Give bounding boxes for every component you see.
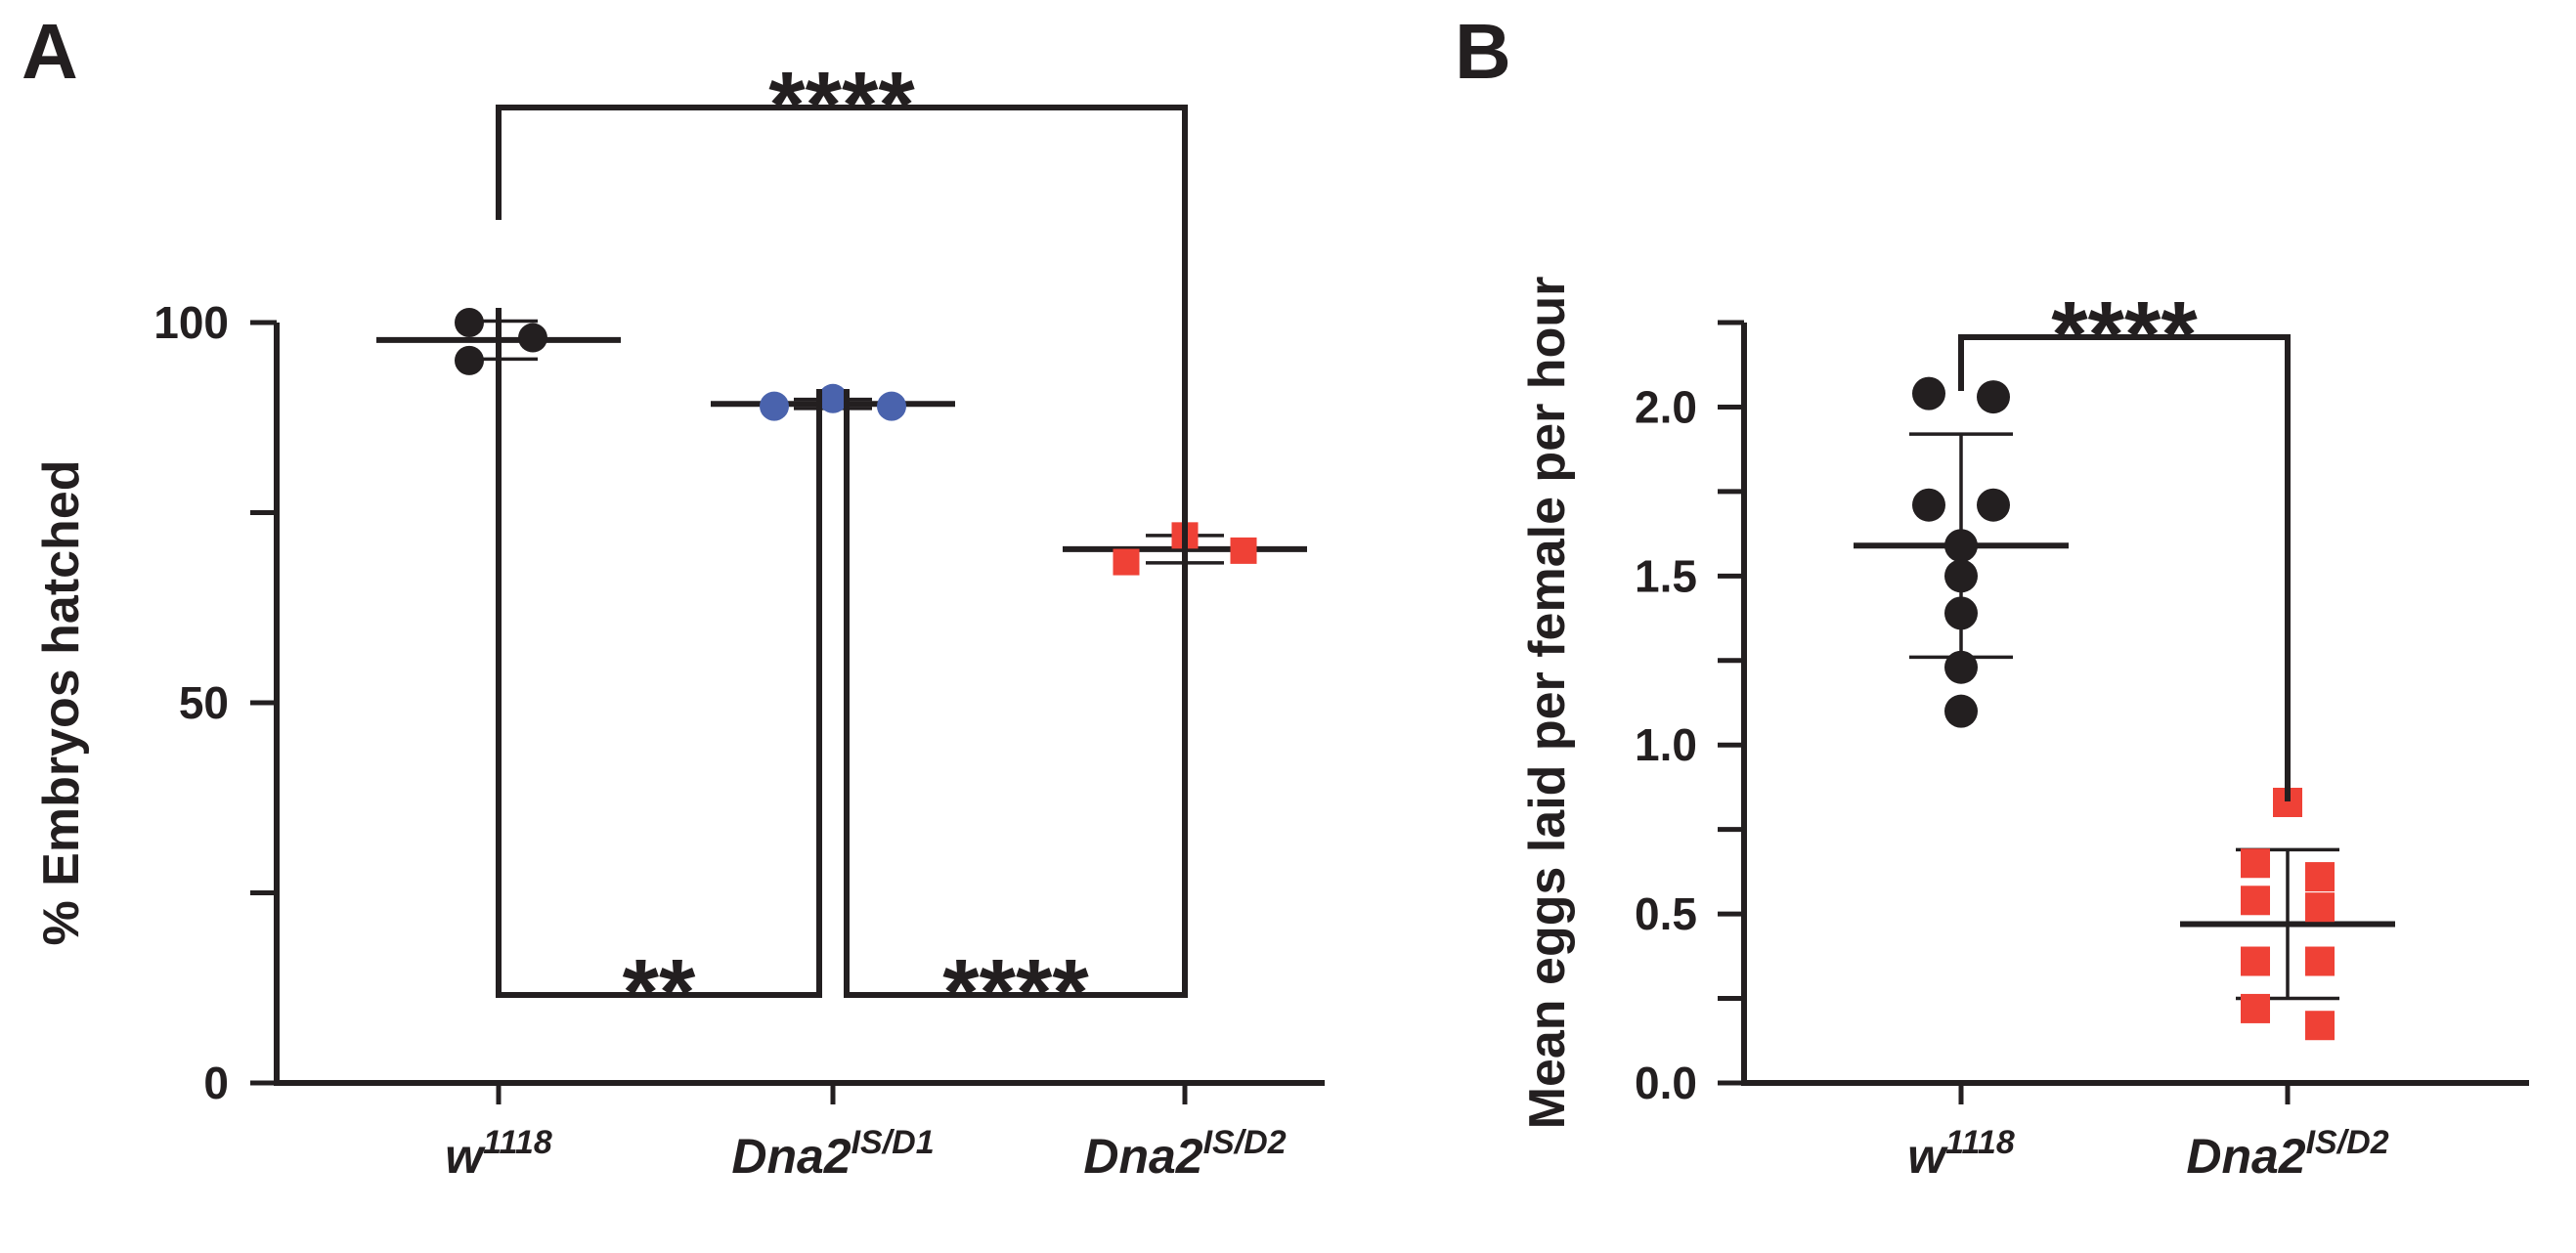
panel-a-y-axis-title: % Embryos hatched xyxy=(33,459,90,945)
panel-b-y-tick-label: 1.5 xyxy=(1635,550,1697,601)
panel-b-significance-label: **** xyxy=(2051,282,2198,387)
panel-b-y-tick-label: 0.0 xyxy=(1635,1058,1697,1108)
panel-b-data-point xyxy=(2241,993,2270,1023)
panel-b-letter: B xyxy=(1455,8,1511,95)
panel-b-category-label: w1118 xyxy=(1907,1124,2015,1184)
panel-a-data-point xyxy=(518,323,547,353)
panel-a-significance-bracket xyxy=(844,389,1188,998)
panel-b-significance-bracket xyxy=(1958,334,2291,801)
panel-b-data-point xyxy=(1944,559,1978,593)
panel-a-chart: A 0 50 100 % Embryos hatched w1118 Dna2IS/D1 Dn… xyxy=(22,8,1325,1184)
panel-b-data-point xyxy=(2241,946,2270,976)
panel-b-data-point xyxy=(2305,892,2335,923)
panel-b-y-tick-label: 2.0 xyxy=(1635,381,1697,432)
panel-b-data-point xyxy=(1977,488,2010,522)
panel-b-y-axis-title: Mean eggs laid per female per hour xyxy=(1519,277,1576,1130)
panel-a-data-point xyxy=(877,391,906,421)
panel-a-data-point xyxy=(760,391,789,421)
panel-a-y-tick-label: 50 xyxy=(179,677,229,728)
panel-a-significance-label: **** xyxy=(942,940,1089,1045)
panel-b-data-point xyxy=(2241,886,2270,916)
panel-a-data-point xyxy=(1113,548,1140,576)
panel-a-y-tick-label: 100 xyxy=(153,297,229,348)
panel-a-category-label: Dna2IS/D1 xyxy=(731,1124,934,1184)
panel-a-data-point xyxy=(455,345,484,375)
panel-a-data-point xyxy=(818,383,848,413)
panel-b-data-point xyxy=(1977,380,2010,414)
panel-b-data-point xyxy=(1944,694,1978,728)
panel-b-data-point xyxy=(2241,848,2270,879)
panel-b-y-tick-label: 1.0 xyxy=(1635,719,1697,770)
panel-a-significance-label: ** xyxy=(623,940,696,1045)
panel-b-data-point xyxy=(1912,488,1945,522)
panel-a-category-label: Dna2IS/D2 xyxy=(1083,1124,1286,1184)
panel-b-data-point xyxy=(2305,1011,2335,1041)
panel-a-significance-label: **** xyxy=(768,53,915,157)
panel-a-data-point xyxy=(1230,537,1257,564)
panel-b-data-point xyxy=(1944,650,1978,684)
panel-b-data-point xyxy=(1912,376,1945,410)
panel-a-y-tick-label: 0 xyxy=(203,1058,229,1108)
panel-a-category-label: w1118 xyxy=(445,1124,552,1184)
panel-a-significance-bracket xyxy=(496,105,1188,684)
panel-b-data-point xyxy=(2305,946,2335,976)
panel-a-significance-bracket xyxy=(496,308,822,998)
panel-a-data-point xyxy=(455,308,484,337)
panel-b-data-point xyxy=(1944,596,1978,630)
panel-a-letter: A xyxy=(22,8,78,95)
panel-b-data-point xyxy=(2305,862,2335,892)
panel-b-data-point xyxy=(1944,529,1978,563)
panel-b-chart: B 0.0 0.5 1.0 1.5 2.0 Mean eggs laid per femal… xyxy=(1455,8,2529,1184)
panel-b-category-label: Dna2IS/D2 xyxy=(2186,1124,2388,1184)
panel-b-y-tick-label: 0.5 xyxy=(1635,888,1697,939)
